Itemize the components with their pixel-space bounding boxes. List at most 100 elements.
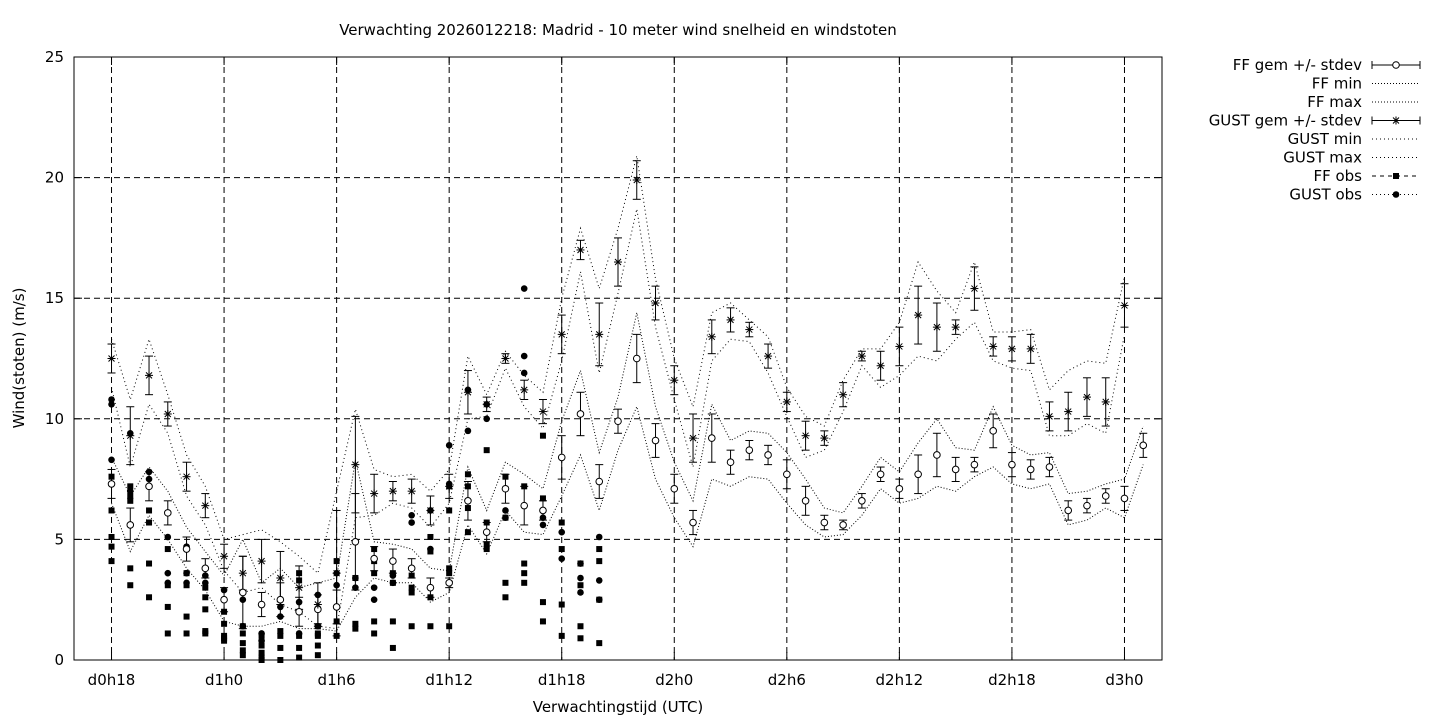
star-stroke <box>352 461 359 468</box>
gust-obs-point <box>164 579 172 587</box>
star-stroke <box>820 434 828 442</box>
ff-obs-point <box>296 570 303 577</box>
ff-mean-point <box>1008 460 1016 469</box>
ff-obs-point <box>127 483 134 490</box>
ff-mean-point <box>670 484 679 493</box>
gust-obs-point <box>295 598 303 606</box>
gust-obs-point <box>314 591 322 599</box>
ff-obs-point <box>296 654 303 661</box>
gust-obs-point <box>370 596 378 603</box>
star-stroke <box>108 355 115 362</box>
star-stroke <box>558 331 566 338</box>
legend-swatch-marker <box>1392 61 1400 69</box>
ff-obs-point <box>502 473 509 480</box>
gust-mean-point <box>501 354 510 363</box>
ff-obs-point <box>239 630 246 637</box>
ff-obs-point <box>371 546 378 553</box>
ff-obs-point <box>446 507 453 514</box>
ff-obs-point <box>221 637 228 644</box>
gust-obs-point <box>145 475 153 483</box>
ff-obs-point <box>314 642 321 649</box>
ff-obs-point <box>446 570 453 577</box>
star-stroke <box>389 487 397 495</box>
gust-mean-point <box>257 557 266 566</box>
ff-obs-point <box>296 577 303 584</box>
ff-obs-point <box>202 594 209 601</box>
ff-obs-point <box>108 558 115 565</box>
y-tick-label: 5 <box>54 530 64 548</box>
gust-obs-point <box>595 533 603 541</box>
ff-obs-point <box>146 519 153 526</box>
tick-labels: 0 5 10 15 20 25 d0h18 d1h0 d1h6 d1h12 d1h18 d2h0 d2h… <box>45 48 1144 689</box>
ff-mean-point <box>839 521 847 529</box>
ff-obs-point <box>596 546 603 553</box>
ff-obs-point <box>164 630 171 637</box>
gust-obs-point <box>202 572 209 579</box>
star-stroke <box>333 569 340 577</box>
ff-mean-point <box>501 484 510 493</box>
gust-mean-point <box>1064 407 1073 416</box>
ff-obs-point <box>108 473 115 480</box>
star-stroke <box>1102 398 1110 406</box>
gust-obs-point <box>108 401 115 408</box>
legend-label: FF min <box>1312 75 1362 93</box>
gust-mean-point <box>782 397 791 406</box>
gust-mean-point <box>876 361 885 370</box>
ff-mean-point <box>426 583 435 592</box>
envelope-lines <box>111 155 1144 632</box>
gust-obs-point <box>277 603 284 611</box>
ff-obs-point <box>464 529 471 536</box>
ff-obs-point <box>333 618 340 625</box>
gust-obs-point <box>183 569 190 577</box>
ff-obs-point <box>371 570 378 577</box>
ff-obs-point <box>483 519 490 526</box>
ff-mean-point <box>182 545 191 553</box>
y-axis-label: Wind(stoten) (m/s) <box>10 288 28 429</box>
gust-mean-point <box>463 388 472 397</box>
ff-obs-point <box>183 613 190 620</box>
gust-obs-point <box>277 613 284 620</box>
ff-obs-point <box>483 447 490 454</box>
star-stroke <box>577 246 584 254</box>
star-stroke <box>445 482 453 490</box>
ff-obs-point <box>521 560 528 567</box>
ff-obs-point <box>408 584 415 591</box>
ff-mean-point <box>1045 463 1054 471</box>
ff-obs-point <box>539 432 546 439</box>
star-stroke <box>164 410 172 418</box>
star-stroke <box>989 343 997 350</box>
ff-mean-point <box>632 354 641 363</box>
gust-obs-point <box>389 572 397 579</box>
ff-obs-point <box>352 625 359 632</box>
legend-swatch-marker <box>1392 191 1400 198</box>
ff-obs-point <box>483 546 490 553</box>
ff-mean-point <box>595 477 604 486</box>
ff-obs-point <box>521 579 528 586</box>
gust-obs-point <box>520 352 528 360</box>
ff-mean-point <box>1064 506 1073 515</box>
ff-mean-point <box>1101 492 1110 500</box>
star-stroke <box>877 362 884 370</box>
ff-obs-point <box>127 492 134 499</box>
ff-obs-point <box>146 560 153 567</box>
gust-mean-point <box>538 407 547 416</box>
gust-mean-point <box>951 323 960 332</box>
gust-mean-point <box>1007 344 1016 353</box>
x-tick-label: d2h12 <box>876 671 924 689</box>
ff-obs-point <box>146 594 153 601</box>
gust-mean-point <box>407 487 416 496</box>
ff-obs-point <box>239 647 246 654</box>
gust-mean-point <box>857 352 866 361</box>
gust-mean-point <box>220 552 229 561</box>
star-stroke <box>276 574 284 582</box>
ff-min-line <box>111 405 1144 632</box>
ff-mean-point <box>858 497 866 505</box>
star-stroke <box>764 352 772 360</box>
ff-obs-point <box>333 558 340 565</box>
star-stroke <box>745 326 753 333</box>
ff-obs-point <box>371 630 378 637</box>
ff-obs-point <box>352 620 359 627</box>
ff-obs-point <box>577 635 584 642</box>
ff-mean-point <box>407 564 416 573</box>
gust-obs-point <box>108 456 115 464</box>
